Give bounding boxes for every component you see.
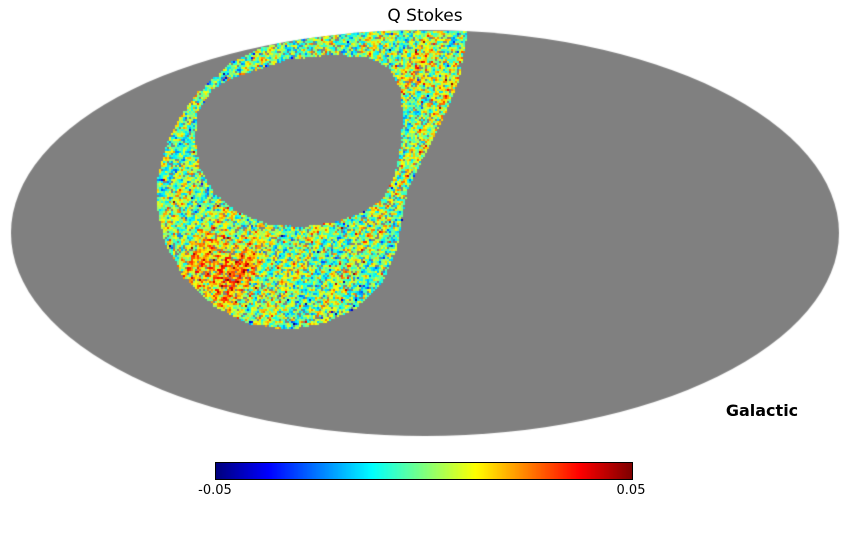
mollweide-map-canvas [0,0,850,450]
colorbar-min-label: -0.05 [198,483,232,498]
coordinate-system-label: Galactic [725,401,799,420]
colorbar-max-label: 0.05 [616,483,646,498]
colorbar-gradient [215,462,633,480]
